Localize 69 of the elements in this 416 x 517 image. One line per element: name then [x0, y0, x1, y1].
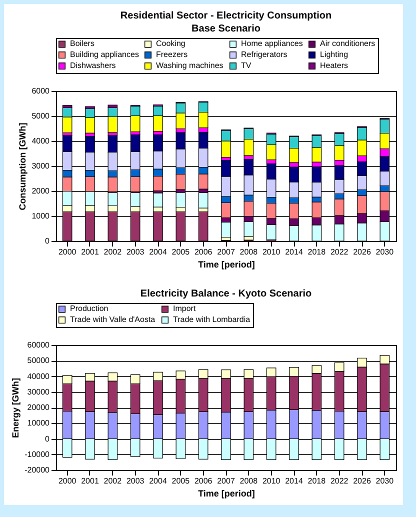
legend-label: Trade with Lombardia: [173, 315, 251, 324]
chart-title: Electricity Balance - Kyoto Scenario: [140, 288, 312, 300]
x-axis-title: Time [period]: [198, 260, 255, 270]
x-tick-label: 2002: [104, 248, 122, 256]
legend-label: Washing machines: [156, 61, 224, 70]
legend-label: Import: [173, 304, 196, 314]
x-tick-label: 2010: [262, 248, 281, 256]
legend-label: Production: [70, 304, 108, 314]
x-tick-label: 2026: [353, 476, 372, 486]
y-tick-label: 6000: [32, 86, 50, 96]
x-tick-label: 2001: [81, 476, 100, 486]
y-axis-title: Consumption [GWh]: [18, 122, 28, 210]
x-tick-label: 2018: [308, 476, 326, 486]
y-tick-label: 30000: [27, 387, 50, 396]
x-tick-label: 2002: [104, 476, 122, 486]
x-tick-label: 2014: [285, 248, 304, 256]
x-tick-label: 2006: [194, 248, 213, 256]
legend-label: Dishwashers: [70, 61, 116, 70]
y-tick-label: 60000: [27, 340, 50, 350]
x-tick-label: 2001: [81, 248, 100, 256]
legend-label: Cooking: [156, 39, 186, 48]
x-tick-label: 2000: [58, 476, 77, 486]
y-tick-label: 5000: [32, 112, 50, 120]
legend-label: Refrigerators: [241, 50, 288, 59]
x-tick-label: 2004: [149, 248, 168, 256]
legend-label: Boilers: [70, 39, 94, 48]
legend-label: Trade with Valle d'Aosta: [70, 315, 156, 324]
legend-label: Building appliances: [70, 50, 139, 59]
x-axis-title: Time [period]: [198, 488, 255, 498]
x-tick-label: 2007: [217, 476, 236, 486]
y-tick-label: 50000: [27, 356, 50, 366]
y-tick-label: 1000: [32, 212, 50, 220]
y-axis-title: Energy [GWh]: [10, 378, 21, 438]
x-tick-label: 2000: [58, 248, 77, 256]
x-tick-label: 2010: [262, 476, 281, 486]
x-tick-label: 2003: [126, 476, 145, 486]
y-tick-label: 40000: [27, 372, 50, 381]
x-tick-label: 2030: [376, 248, 394, 256]
x-tick-label: 2005: [172, 476, 190, 486]
chart-title: Residential Sector - Electricity Consumption: [120, 10, 332, 22]
x-tick-label: 2006: [194, 476, 213, 486]
y-tick-label: 4000: [32, 136, 50, 146]
x-tick-label: 2022: [330, 248, 349, 256]
legend-label: Freezers: [156, 50, 188, 59]
x-tick-label: 2007: [217, 248, 236, 256]
x-tick-label: 2026: [353, 248, 372, 256]
x-tick-label: 2014: [285, 476, 304, 486]
legend-label: TV: [241, 61, 252, 70]
legend-label: Home appliances: [241, 39, 303, 48]
x-tick-label: 2004: [149, 476, 168, 486]
legend-label: Lighting: [320, 50, 348, 59]
y-tick-label: 0: [45, 434, 50, 444]
y-tick-label: -20000: [24, 466, 50, 474]
x-tick-label: 2022: [330, 476, 349, 486]
x-tick-label: 2003: [126, 248, 145, 256]
chart-subtitle: Base Scenario: [192, 24, 260, 34]
x-tick-label: 2008: [240, 248, 258, 256]
y-tick-label: -10000: [24, 450, 50, 459]
legend-label: Heaters: [320, 61, 348, 70]
x-tick-label: 2030: [376, 476, 394, 486]
y-tick-label: 0: [45, 236, 50, 246]
y-tick-label: 20000: [27, 403, 50, 412]
y-tick-label: 3000: [32, 162, 50, 170]
x-tick-label: 2005: [172, 248, 190, 256]
y-tick-label: 2000: [32, 186, 50, 196]
y-tick-label: 10000: [27, 418, 50, 428]
x-tick-label: 2018: [308, 248, 326, 256]
x-tick-label: 2008: [240, 476, 258, 486]
legend-label: Air conditioners: [320, 39, 376, 48]
